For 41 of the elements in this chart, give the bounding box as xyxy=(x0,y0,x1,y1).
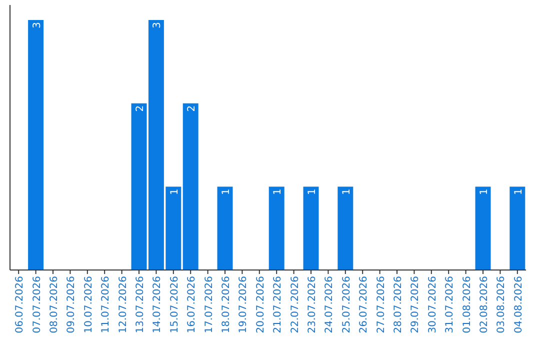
data-label: 3 xyxy=(152,22,164,28)
x-tick-label: 04.08.2026 xyxy=(513,276,524,334)
x-tick-label: 29.07.2026 xyxy=(410,276,422,334)
data-label: 1 xyxy=(272,188,284,196)
x-tick-label: 14.07.2026 xyxy=(152,276,164,334)
x-tick-label: 11.07.2026 xyxy=(100,276,112,334)
x-tick-label: 10.07.2026 xyxy=(83,276,94,334)
x-tick-label: 24.07.2026 xyxy=(324,276,336,334)
x-tick-label: 25.07.2026 xyxy=(341,276,352,334)
x-tick-label: 21.07.2026 xyxy=(272,276,284,334)
x-tick-label: 28.07.2026 xyxy=(393,276,404,334)
x-tick-label: 30.07.2026 xyxy=(427,276,438,334)
x-tick-label: 07.07.2026 xyxy=(32,276,43,334)
data-label: 2 xyxy=(186,105,198,112)
data-label: 1 xyxy=(169,188,180,196)
data-label: 1 xyxy=(479,188,490,196)
data-label: 1 xyxy=(341,188,352,196)
data-label: 1 xyxy=(307,188,318,196)
x-tick-label: 02.08.2026 xyxy=(479,276,490,334)
x-tick-label: 06.07.2026 xyxy=(14,276,26,334)
x-tick-label: 18.07.2026 xyxy=(221,276,232,334)
x-tick-label: 19.07.2026 xyxy=(238,276,250,334)
x-tick-label: 27.07.2026 xyxy=(376,276,387,334)
x-tick-label: 31.07.2026 xyxy=(444,276,456,334)
x-tick-label: 17.07.2026 xyxy=(204,276,215,334)
x-tick-label: 12.07.2026 xyxy=(118,276,129,334)
data-label: 1 xyxy=(513,188,524,196)
x-tick-label: 20.07.2026 xyxy=(255,276,266,334)
data-label: 1 xyxy=(221,188,232,196)
data-label: 3 xyxy=(32,22,43,28)
x-tick-label: 15.07.2026 xyxy=(169,276,180,334)
x-tick-label: 16.07.2026 xyxy=(186,276,198,334)
x-tick-label: 01.08.2026 xyxy=(462,276,473,334)
x-tick-label: 26.07.2026 xyxy=(358,276,370,334)
x-tick-label: 22.07.2026 xyxy=(290,276,301,334)
data-label: 2 xyxy=(135,105,146,112)
x-tick-label: 08.07.2026 xyxy=(49,276,60,334)
x-tick-label: 03.08.2026 xyxy=(496,276,508,334)
x-tick-label: 09.07.2026 xyxy=(66,276,78,334)
x-tick-label: 13.07.2026 xyxy=(135,276,146,334)
x-tick-label: 23.07.2026 xyxy=(307,276,318,334)
